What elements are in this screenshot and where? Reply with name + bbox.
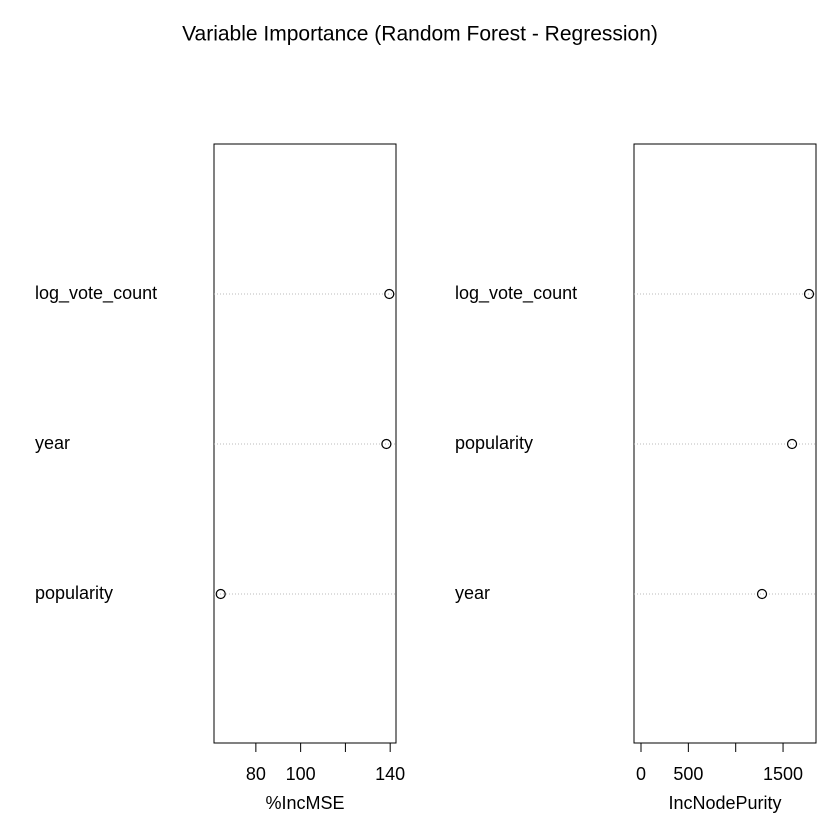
dot bbox=[215, 588, 226, 600]
category-label: log_vote_count bbox=[455, 283, 577, 304]
dot bbox=[786, 438, 798, 450]
x-tick-label: 1500 bbox=[763, 764, 803, 784]
category-label: popularity bbox=[455, 433, 533, 453]
chart-title: Variable Importance (Random Forest - Reg… bbox=[182, 23, 658, 46]
dot bbox=[803, 288, 815, 300]
dot bbox=[381, 438, 392, 450]
dot bbox=[756, 588, 768, 600]
x-tick-label: 0 bbox=[636, 764, 646, 784]
dot bbox=[384, 288, 395, 300]
x-tick-label: 80 bbox=[246, 764, 266, 784]
x-axis-label: %IncMSE bbox=[265, 793, 344, 813]
category-label: log_vote_count bbox=[35, 283, 157, 304]
category-label: popularity bbox=[35, 583, 113, 603]
category-label: year bbox=[455, 583, 490, 603]
x-tick-label: 500 bbox=[673, 764, 703, 784]
x-axis-label: IncNodePurity bbox=[668, 793, 781, 813]
category-label: year bbox=[35, 433, 70, 453]
x-tick-label: 140 bbox=[375, 764, 405, 784]
x-tick-label: 100 bbox=[286, 764, 316, 784]
